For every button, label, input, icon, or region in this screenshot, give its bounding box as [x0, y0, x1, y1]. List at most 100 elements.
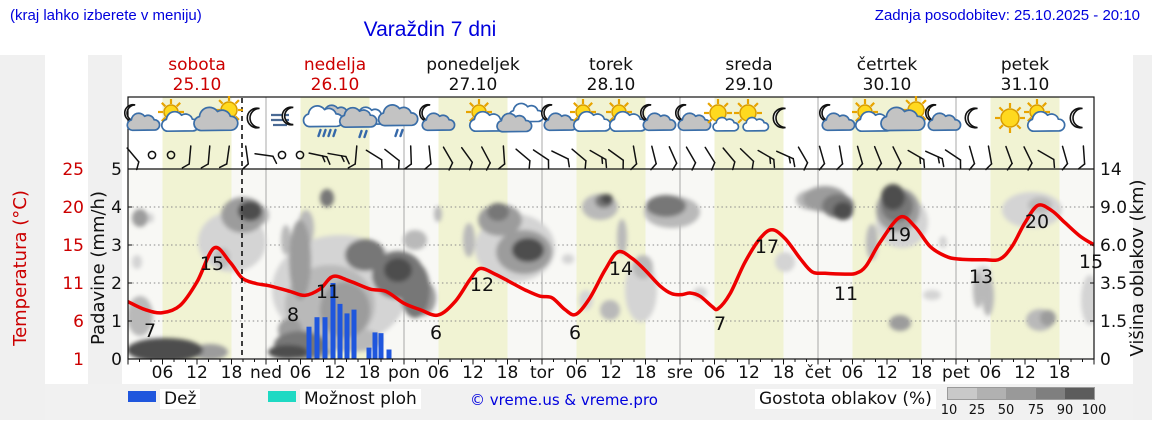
day-name: torek	[589, 55, 633, 75]
clouds-icon	[496, 102, 545, 133]
sun-cloud-icon	[570, 99, 612, 133]
weather-icons-row	[124, 96, 1083, 139]
svg-text:12: 12	[738, 363, 760, 383]
svg-text:06: 06	[842, 363, 864, 383]
drizzle-icon	[377, 104, 419, 138]
rain-bars	[306, 283, 392, 359]
svg-text:12: 12	[462, 363, 484, 383]
rain-legend-swatch	[128, 391, 156, 402]
svg-text:3: 3	[111, 236, 122, 256]
location-hint: (kraj lahko izberete v meniju)	[10, 7, 202, 24]
day-date: 27.10	[448, 75, 498, 95]
precip-margin-strip	[88, 55, 122, 385]
svg-text:ned: ned	[250, 363, 282, 383]
scale-step-5	[1064, 388, 1095, 399]
x-axis-ticks	[127, 359, 1095, 365]
svg-text:06: 06	[980, 363, 1002, 383]
svg-text:15: 15	[200, 253, 224, 275]
moon-icon	[964, 107, 978, 129]
sun-cloud-icon	[1024, 99, 1066, 133]
day-date: 30.10	[862, 75, 912, 95]
day-header-sreda: sreda 29.10	[680, 55, 818, 95]
day-header-petek: petek 31.10	[956, 55, 1094, 95]
svg-text:1.5: 1.5	[1100, 312, 1127, 332]
svg-text:06: 06	[566, 363, 588, 383]
day-name: četrtek	[856, 55, 918, 75]
svg-text:1: 1	[111, 312, 122, 332]
temp-axis-ticks: 25 20 15 11 6 1	[62, 160, 84, 370]
precip-axis-title: Padavine (mm/h)	[88, 191, 109, 345]
svg-text:6: 6	[73, 312, 84, 332]
moon-cloud-icon	[541, 103, 578, 132]
last-update-label: Zadnja posodobitev: 25.10.2025 - 20:10	[874, 7, 1140, 24]
svg-text:9.0: 9.0	[1100, 198, 1127, 218]
day-date: 29.10	[724, 75, 774, 95]
scale-step-2	[977, 388, 1007, 399]
scale-tick-25: 25	[968, 403, 986, 418]
svg-text:7: 7	[144, 320, 156, 342]
moon-cloud-icon	[124, 103, 161, 132]
svg-text:20: 20	[62, 198, 84, 218]
y-axis-tickmarks	[128, 168, 1094, 360]
moon-cloud-icon	[640, 103, 677, 132]
rain-legend-label: Dež	[160, 389, 201, 409]
cloud-axis-title: Višina oblakov (km)	[1127, 179, 1148, 356]
svg-text:12: 12	[186, 363, 208, 383]
svg-text:2: 2	[111, 274, 122, 294]
cloud-density-scale	[947, 387, 1095, 400]
scale-tick-100: 100	[1081, 403, 1107, 418]
day-header-nedelja: nedelja 26.10	[266, 55, 404, 95]
day-name: petek	[1000, 55, 1050, 75]
temperature-curve	[128, 203, 1094, 318]
day-date: 28.10	[586, 75, 636, 95]
cloud-sun-icon	[193, 96, 243, 132]
scale-step-1	[948, 388, 978, 399]
svg-text:14: 14	[1100, 160, 1122, 180]
scale-tick-90: 90	[1056, 403, 1074, 418]
svg-text:6: 6	[569, 322, 581, 344]
svg-text:18: 18	[911, 363, 933, 383]
day-header-četrtek: četrtek 30.10	[818, 55, 956, 95]
svg-text:1: 1	[73, 350, 84, 370]
svg-text:18: 18	[773, 363, 795, 383]
svg-text:06: 06	[152, 363, 174, 383]
svg-text:čet: čet	[805, 363, 832, 383]
svg-text:18: 18	[635, 363, 657, 383]
svg-text:19: 19	[887, 224, 911, 246]
temp-axis-title: Temperatura (°C)	[10, 190, 31, 347]
svg-text:8: 8	[287, 304, 299, 326]
day-header-sobota: sobota 25.10	[128, 55, 266, 95]
copyright-link[interactable]: © vreme.us & vreme.pro	[470, 391, 658, 409]
svg-text:0: 0	[111, 350, 122, 370]
sun-icon	[995, 103, 1025, 133]
left-margin-strip	[0, 55, 45, 420]
shower-legend-swatch	[268, 391, 296, 402]
moon-cloud-icon	[925, 103, 962, 132]
svg-text:12: 12	[324, 363, 346, 383]
svg-text:7: 7	[714, 313, 726, 335]
day-date: 26.10	[310, 75, 360, 95]
svg-text:6: 6	[430, 322, 442, 344]
svg-text:12: 12	[1014, 363, 1036, 383]
day-name: nedelja	[303, 55, 367, 75]
svg-text:06: 06	[428, 363, 450, 383]
moon-icon	[772, 107, 786, 129]
svg-text:12: 12	[600, 363, 622, 383]
day-name: sreda	[725, 55, 773, 75]
moon-cloud-icon	[819, 103, 856, 132]
temperature-labels: 7 15 8 11 6 12 6 14 7 17 11 19 13 20 15	[144, 211, 1103, 344]
svg-text:20: 20	[1025, 211, 1049, 233]
svg-text:11: 11	[62, 274, 84, 294]
wind-barbs-row	[126, 145, 1086, 171]
svg-text:5: 5	[111, 160, 122, 180]
svg-text:11: 11	[316, 281, 340, 303]
svg-text:25: 25	[62, 160, 84, 180]
moon-cloud-icon	[419, 103, 456, 132]
cloud-cover-blobs	[128, 184, 1094, 359]
right-margin-strip	[1133, 55, 1152, 420]
moon-icon	[1069, 107, 1083, 129]
page-title: Varaždin 7 dni	[363, 18, 497, 41]
day-header-torek: torek 28.10	[542, 55, 680, 95]
